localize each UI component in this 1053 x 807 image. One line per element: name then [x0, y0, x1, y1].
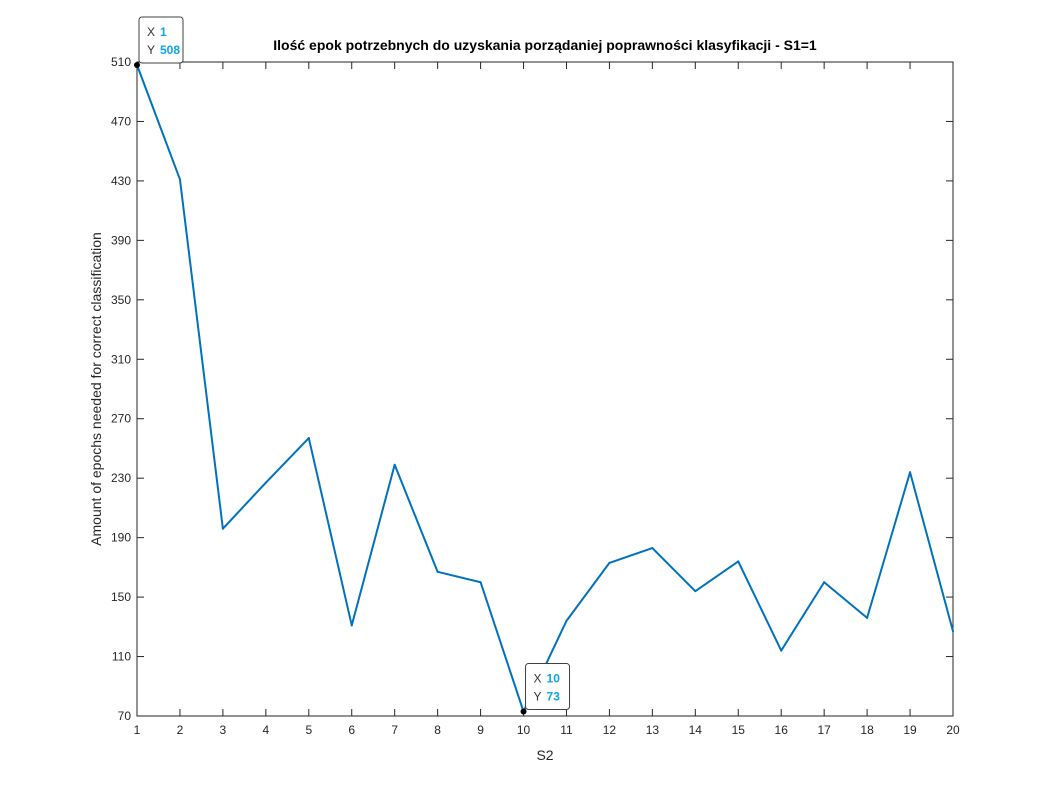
x-tick-label: 9: [477, 723, 484, 737]
data-point: [437, 571, 439, 573]
data-point: [651, 547, 653, 549]
data-point: [608, 562, 610, 564]
datatip-y-value: 73: [547, 690, 561, 704]
x-tick-label: 20: [946, 723, 960, 737]
datatip-marker: [134, 62, 140, 68]
data-point: [351, 624, 353, 626]
x-tick-label: 13: [646, 723, 660, 737]
x-tick-label: 18: [860, 723, 874, 737]
y-tick-label: 350: [111, 293, 131, 307]
x-tick-label: 12: [603, 723, 617, 737]
y-tick-label: 430: [111, 174, 131, 188]
x-tick-label: 16: [775, 723, 789, 737]
datatip-y-label: Y: [534, 690, 542, 704]
datatip-y-value: 508: [160, 43, 180, 57]
x-tick-label: 5: [305, 723, 312, 737]
x-tick-label: 8: [434, 723, 441, 737]
x-tick-label: 7: [391, 723, 398, 737]
x-tick-label: 3: [220, 723, 227, 737]
datatip-y-label: Y: [147, 43, 155, 57]
y-tick-label: 510: [111, 55, 131, 69]
x-axis-label: S2: [536, 747, 553, 763]
plot-area: [137, 62, 953, 716]
y-tick-label: 70: [118, 709, 132, 723]
y-tick-label: 310: [111, 352, 131, 366]
data-point: [909, 471, 911, 473]
data-point: [308, 437, 310, 439]
data-point: [780, 650, 782, 652]
x-tick-label: 11: [560, 723, 573, 737]
data-point: [694, 590, 696, 592]
data-point: [823, 581, 825, 583]
x-tick-label: 14: [689, 723, 703, 737]
x-tick-label: 1: [134, 723, 141, 737]
data-point: [565, 620, 567, 622]
x-tick-label: 2: [177, 723, 184, 737]
y-tick-label: 110: [112, 650, 131, 664]
datatip-x-label: X: [534, 672, 542, 686]
y-axis-label: Amount of epochs needed for correct clas…: [88, 232, 104, 546]
y-tick-label: 190: [111, 531, 131, 545]
data-point: [952, 630, 954, 632]
y-tick-label: 150: [111, 590, 131, 604]
y-tick-label: 470: [111, 114, 131, 128]
x-tick-label: 4: [262, 723, 269, 737]
datatip-x-label: X: [147, 25, 155, 39]
y-tick-label: 230: [111, 471, 131, 485]
data-point: [394, 464, 396, 466]
datatip-x-value: 1: [160, 25, 167, 39]
x-tick-label: 19: [903, 723, 917, 737]
data-point: [737, 560, 739, 562]
data-point: [222, 528, 224, 530]
data-point: [480, 581, 482, 583]
x-tick-label: 17: [817, 723, 831, 737]
data-point: [179, 178, 181, 180]
datatip-x-value: 10: [547, 672, 561, 686]
chart-title: Ilość epok potrzebnych do uzyskania porz…: [273, 37, 817, 53]
data-point: [866, 617, 868, 619]
x-tick-label: 6: [348, 723, 355, 737]
datatip-marker: [521, 709, 527, 715]
data-point: [265, 482, 267, 484]
x-tick-label: 10: [517, 723, 531, 737]
y-tick-label: 390: [111, 233, 131, 247]
y-tick-label: 270: [111, 412, 131, 426]
x-tick-label: 15: [732, 723, 746, 737]
